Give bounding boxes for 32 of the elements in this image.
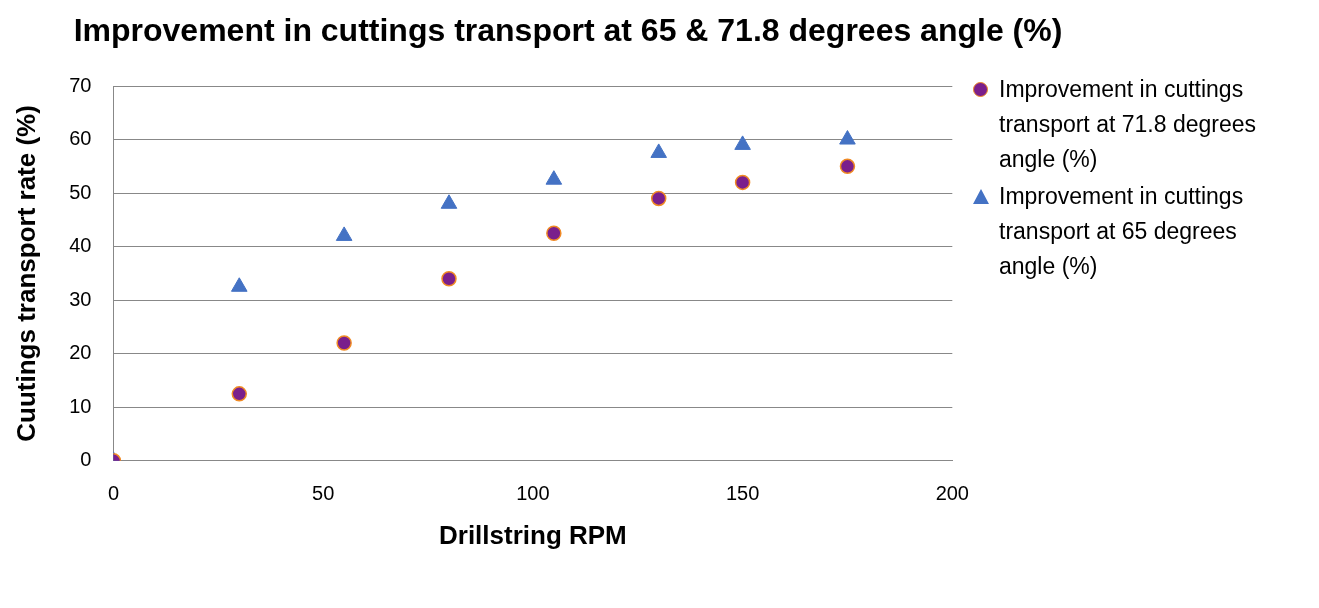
point: [545, 170, 563, 185]
y-tick-label: 10: [69, 394, 92, 417]
point: [546, 225, 562, 241]
point: [335, 226, 353, 241]
point: [650, 190, 667, 207]
chart-title: Improvement in cuttings transport at 65 & 71.8 degrees angle (%): [72, 11, 1064, 50]
y-axis-title: Cuutings transport rate (%): [10, 105, 41, 442]
y-tick-label: 30: [69, 287, 92, 310]
point: [839, 130, 856, 145]
x-tick-label: 0: [107, 482, 120, 505]
x-tick-label: 150: [725, 482, 760, 505]
point: [336, 335, 352, 351]
x-tick-label: 100: [516, 482, 550, 505]
y-tick-label: 50: [69, 180, 92, 203]
legend-label: Improvement in cuttings transport at 71.8 degrees angle (%): [999, 75, 1257, 174]
point: [650, 143, 668, 158]
point: [441, 271, 457, 287]
y-tick-label: 0: [80, 448, 92, 471]
x-tick-label: 50: [312, 482, 335, 505]
point: [734, 135, 751, 150]
point: [440, 194, 458, 209]
y-tick-label: 40: [69, 234, 92, 257]
legend-label: Improvement in cuttings transport at 65 degrees angle (%): [999, 182, 1245, 281]
point: [231, 386, 248, 402]
point: [839, 158, 856, 175]
x-axis-title: Drillstring RPM: [438, 519, 627, 550]
y-tick-label: 70: [69, 73, 92, 96]
x-tick-label: 200: [935, 482, 969, 505]
point: [734, 174, 751, 191]
point: [230, 277, 248, 292]
y-tick-label: 20: [69, 341, 92, 364]
y-tick-label: 60: [69, 127, 92, 150]
